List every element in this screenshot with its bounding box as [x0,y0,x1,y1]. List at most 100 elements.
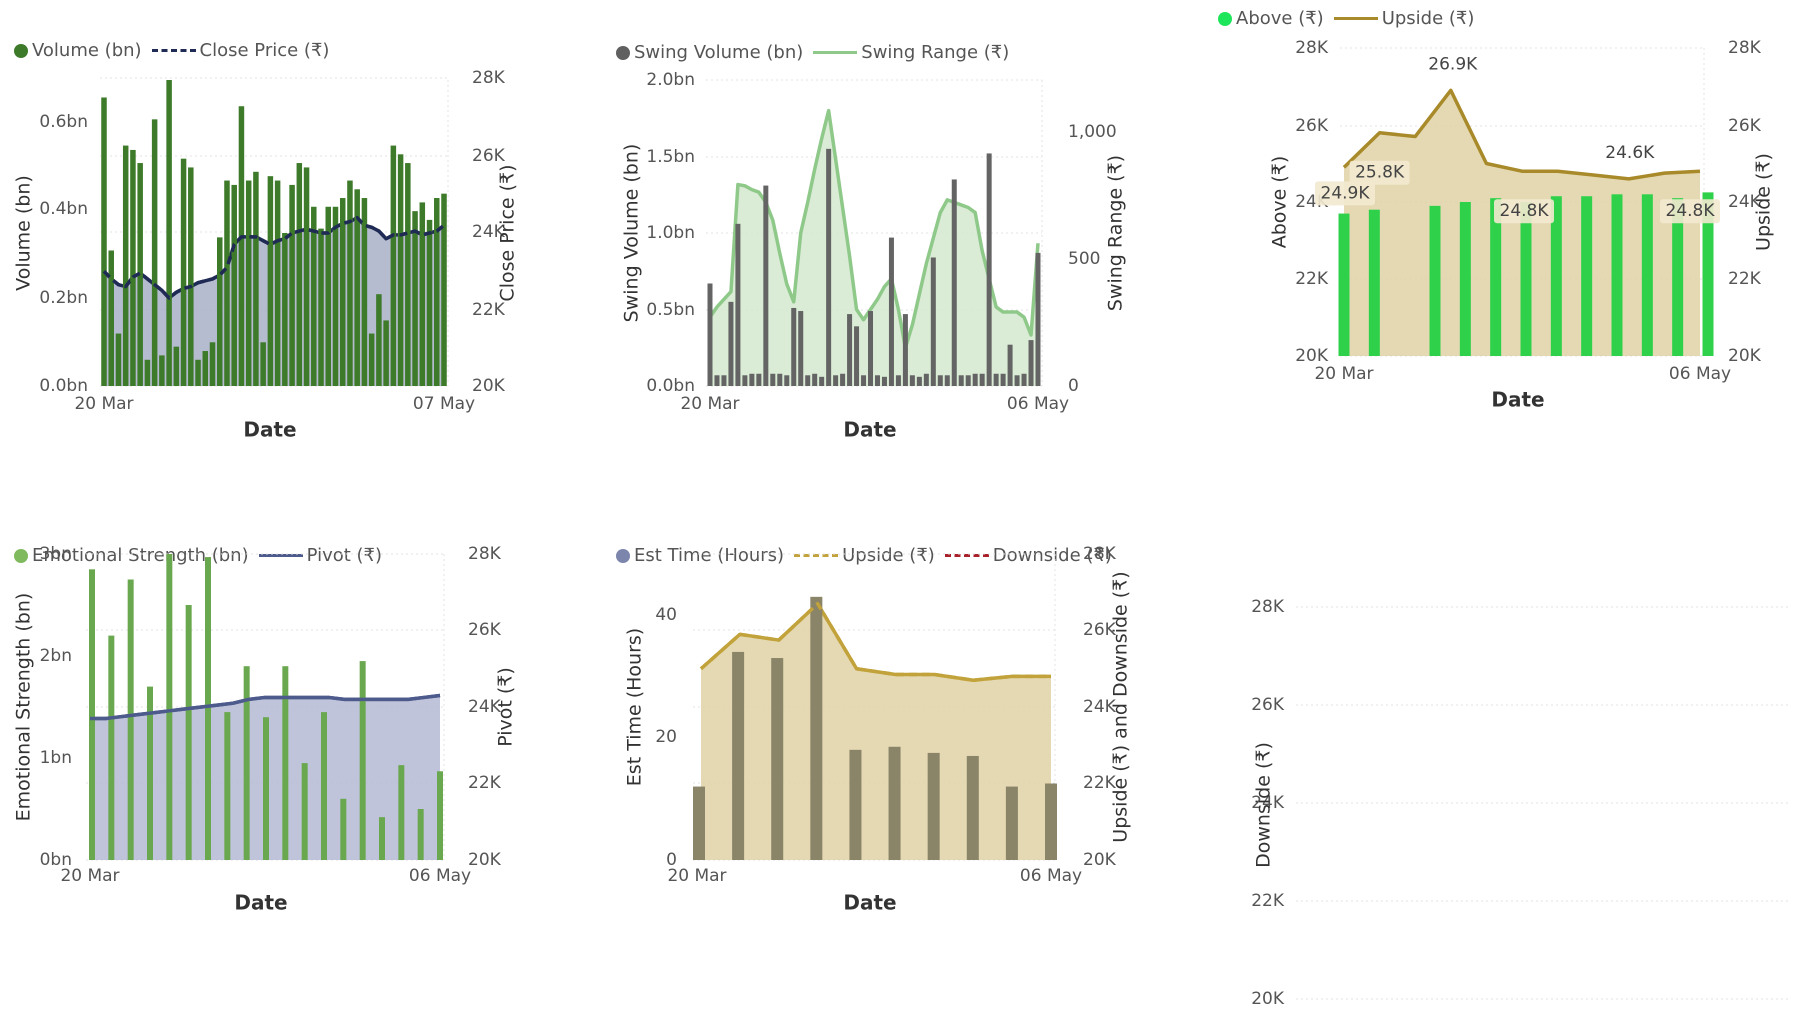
legend-label: Upside (₹) [842,545,935,566]
legend-dot-icon [616,45,630,60]
swing-volume-bar [735,223,741,386]
chart-swing-volume-range: Swing Volume (bn) Swing Range (₹) 0.0bn 0.… [600,30,1200,525]
swing-volume-bar [951,179,957,386]
emotional-strength-bar [166,554,173,860]
swing-volume-bar [728,301,734,386]
legend-item[interactable]: Upside (₹) [1333,8,1474,29]
legend-label: Pivot (₹) [306,545,383,566]
y-left-tick-label: 1bn [40,748,72,768]
y-left-axis-title: Downside (₹) [1253,742,1275,868]
legend-item[interactable]: Downside (₹) [944,545,1112,566]
est-time-bar [693,786,705,860]
legend-label: Downside (₹) [992,545,1112,566]
volume-bar [144,359,151,386]
emotional-strength-bar [205,557,211,860]
volume-bar [347,180,353,386]
legend-item[interactable]: Close Price (₹) [151,40,330,61]
est-time-bar [771,658,784,860]
x-axis-title: Date [1491,388,1544,412]
volume-bar [238,106,245,386]
x-axis-title: Date [843,891,896,915]
y-right-tick-label: 22K [472,300,506,320]
y-left-axis-title: Above (₹) [1269,156,1291,249]
legend-item[interactable]: Est Time (Hours) [616,545,784,566]
volume-bar [361,198,368,386]
volume-bar [267,176,274,386]
swing-volume-bar [854,326,860,386]
chart-legend: Swing Volume (bn) Swing Range (₹) [616,42,1009,63]
swing-volume-bar [986,153,992,386]
legend-line-icon [813,51,858,54]
swing-volume-bar [812,373,818,386]
swing-volume-bar [798,311,804,386]
legend-label: Emotional Strength (bn) [32,545,249,566]
emotional-strength-bar [127,579,134,860]
y-left-tick-label: 0.6bn [39,112,88,132]
chart-svg: 0bn 1bn 2bn 3bn 20K 22K 24K 26K 28K 20 Mar 06 May D… [13,544,517,915]
legend-item[interactable]: Emotional Strength (bn) [14,545,249,566]
est-time-bar [927,752,940,860]
y-right-tick-label: 20K [1728,346,1762,366]
y-left-tick-label: 28K [1295,38,1329,58]
emotional-strength-bar [398,765,405,860]
emotional-strength-bar [417,809,424,860]
y-right-tick-label: 22K [468,773,502,793]
legend-label: Swing Range (₹) [861,42,1010,63]
volume-bar [151,119,158,386]
swing-volume-bar [993,373,999,386]
legend-item[interactable]: Above (₹) [1218,8,1324,29]
emotional-strength-bar [89,569,95,860]
legend-label: Volume (bn) [32,40,142,61]
legend-item[interactable]: Upside (₹) [794,545,935,566]
volume-bar [412,211,418,386]
y-right-tick-label: 500 [1068,249,1100,269]
above-bar [1611,194,1623,356]
legend-line-icon [151,49,196,52]
volume-bar [260,342,266,386]
volume-bar [376,294,382,386]
swing-volume-bar [791,307,797,386]
pivot-line [90,693,441,721]
y-right-tick-label: 24K [1728,192,1762,212]
y-left-tick-label: 0.2bn [39,288,88,308]
swing-volume-bar [777,373,783,386]
legend-dot-icon [616,548,630,563]
y-left-tick-label: 0.0bn [39,376,88,396]
legend-item[interactable]: Swing Range (₹) [813,42,1009,63]
legend-label: Close Price (₹) [199,40,330,61]
est-time-bar [966,755,979,860]
x-tick-label: 07 May [413,394,475,414]
chart-emotional-strength-pivot: Emotional Strength (bn) Pivot (₹) 0bn 1bn 2… [0,530,600,1009]
chart-legend: Est Time (Hours) Upside (₹) Downside (₹) [616,545,1112,566]
volume-bar [368,333,375,386]
swing-volume-bar [979,373,985,386]
plot-group: 0.0bn 0.2bn 0.4bn 0.6bn 20K 22K 24K 26K 28K 20 Ma… [13,68,519,442]
legend-line-icon [1333,17,1378,20]
above-bar [1520,202,1532,356]
legend-item[interactable]: Swing Volume (bn) [616,42,803,63]
y-right-axis-title: Upside (₹) and Downside (₹) [1110,571,1132,842]
y-left-tick-label: 2bn [40,646,72,666]
swing-volume-bar [861,375,867,386]
volume-bar [303,167,310,386]
legend-item[interactable]: Volume (bn) [14,40,142,61]
swing-volume-bar [868,311,874,386]
y-left-tick-label: 20K [1251,989,1285,1009]
y-right-tick-label: 28K [468,544,502,564]
swing-volume-bar [923,373,929,386]
volume-bar [339,198,346,386]
swing-volume-bar [916,376,922,386]
volume-bar [318,228,324,386]
swing-volume-bar [833,375,839,386]
swing-volume-bar [937,375,943,386]
swing-volume-bar [819,376,825,386]
legend-item[interactable]: Pivot (₹) [258,545,383,566]
y-right-tick-label: 28K [1083,544,1117,564]
above-bar [1702,192,1714,356]
chart-legend: Volume (bn) Close Price (₹) [14,40,329,61]
swing-volume-bar [930,257,936,386]
above-bar [1641,194,1653,356]
chart-svg: 0.0bn 0.2bn 0.4bn 0.6bn 20K 22K 24K 26K 28K 20 Ma… [13,68,519,442]
volume-bar [130,149,136,386]
